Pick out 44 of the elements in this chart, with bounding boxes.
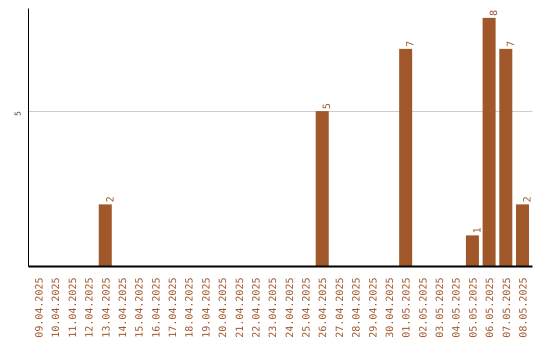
bar	[482, 18, 496, 266]
x-tick-label: 03.05.2025	[435, 277, 446, 338]
x-tick-label: 22.04.2025	[251, 277, 262, 338]
x-tick-label: 24.04.2025	[284, 277, 296, 338]
x-tick-label: 04.05.2025	[452, 277, 463, 338]
x-tick-label: 01.05.2025	[402, 277, 413, 338]
x-tick-label: 27.04.2025	[334, 277, 346, 338]
data-label: 2	[105, 196, 116, 202]
x-tick-label: 15.04.2025	[134, 277, 146, 338]
x-tick-label: 26.04.2025	[318, 277, 330, 338]
data-label: 2	[522, 196, 534, 202]
x-tick-label: 10.04.2025	[51, 277, 62, 338]
bar	[98, 204, 112, 266]
x-tick-label: 12.04.2025	[84, 277, 96, 338]
x-tick-label: 16.04.2025	[151, 277, 162, 338]
bar	[499, 48, 512, 266]
bar	[399, 48, 412, 266]
bar	[516, 204, 529, 266]
x-tick-label: 05.05.2025	[468, 277, 480, 338]
x-tick-label: 30.04.2025	[384, 277, 396, 338]
x-tick-label: 20.04.2025	[218, 277, 230, 338]
x-tick-label: 07.05.2025	[502, 277, 513, 338]
bar	[316, 111, 329, 266]
x-tick-label: 02.05.2025	[418, 277, 430, 338]
bar	[466, 235, 479, 266]
x-tick-label: 14.04.2025	[118, 277, 129, 338]
x-tick-label: 29.04.2025	[368, 277, 380, 338]
x-tick-label: 13.04.2025	[101, 277, 112, 338]
x-tick-label: 17.04.2025	[168, 277, 180, 338]
x-tick-label: 11.04.2025	[68, 277, 79, 338]
data-label: 7	[506, 40, 517, 47]
x-tick-label: 18.04.2025	[184, 277, 196, 338]
x-tick-label: 19.04.2025	[201, 277, 212, 338]
x-tick-label: 28.04.2025	[352, 277, 363, 338]
x-tick-label: 09.04.2025	[34, 277, 46, 338]
data-label: 5	[322, 103, 334, 110]
x-tick-label: 23.04.2025	[268, 277, 280, 338]
data-label: 1	[472, 227, 484, 234]
x-tick-label: 08.05.2025	[518, 277, 530, 338]
data-label: 7	[406, 40, 417, 47]
x-tick-label: 25.04.2025	[302, 277, 313, 338]
data-label: 8	[489, 10, 500, 16]
x-tick-label: 06.05.2025	[485, 277, 496, 338]
x-tick-label: 21.04.2025	[234, 277, 246, 338]
